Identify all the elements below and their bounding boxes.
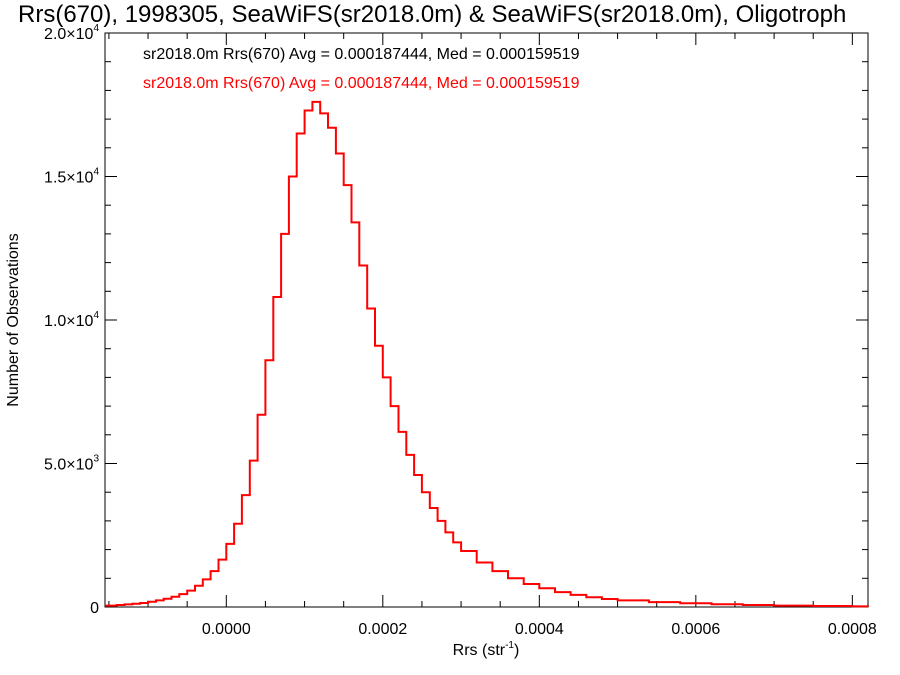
chart-title: Rrs(670), 1998305, SeaWiFS(sr2018.0m) & … (18, 1, 846, 28)
axis-ticks (105, 32, 868, 608)
y-tick-exponent: 3 (93, 454, 99, 465)
x-tick-label: 0.0002 (358, 621, 407, 638)
y-axis-label: Number of Observations (5, 233, 22, 406)
annotation-line-1: sr2018.0m Rrs(670) Avg = 0.000187444, Me… (143, 46, 580, 63)
x-axis-label-close: ) (514, 642, 519, 659)
x-tick-label: 0.0000 (202, 621, 251, 638)
y-tick-exponent: 4 (93, 23, 99, 34)
y-tick-label: 5.0×103 (44, 454, 99, 474)
y-tick-mantissa: 1.5×10 (44, 170, 93, 187)
x-tick-label: 0.0004 (515, 621, 564, 638)
x-tick-label: 0.0008 (828, 621, 877, 638)
y-tick-exponent: 4 (93, 167, 99, 178)
y-tick-label: 2.0×104 (44, 23, 99, 43)
x-tick-label: 0.0006 (671, 621, 720, 638)
x-tick-labels: 0.0000 0.0002 0.0004 0.0006 0.0008 (202, 621, 877, 638)
y-tick-mantissa: 5.0×10 (44, 457, 93, 474)
annotation-line-2: sr2018.0m Rrs(670) Avg = 0.000187444, Me… (143, 75, 580, 92)
y-tick-exponent: 4 (93, 310, 99, 321)
y-tick-label: 1.5×104 (44, 167, 99, 187)
y-tick-label: 1.0×104 (44, 310, 99, 330)
y-tick-mantissa: 1.0×10 (44, 313, 93, 330)
x-axis-label: Rrs (str-1) (453, 640, 520, 659)
x-axis-label-text: Rrs (str (453, 642, 506, 659)
y-tick-mantissa: 0 (90, 600, 99, 617)
histogram-series-line (105, 100, 869, 608)
x-axis-label-superscript: -1 (505, 640, 514, 651)
plot-frame (104, 32, 869, 608)
y-tick-label: 0 (90, 600, 99, 617)
y-tick-mantissa: 2.0×10 (44, 26, 93, 43)
